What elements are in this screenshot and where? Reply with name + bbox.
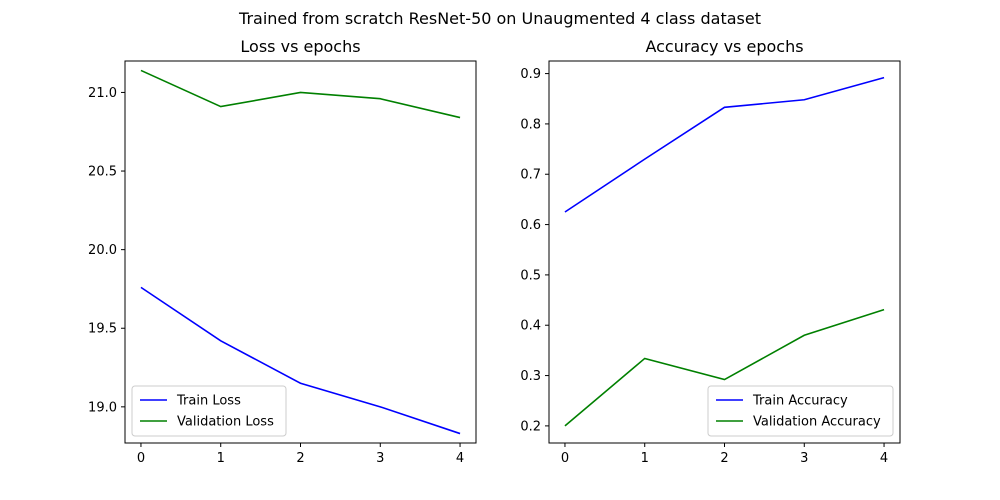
accuracy-y-tick-label: 0.6: [520, 218, 541, 233]
accuracy-x-tick-label: 0: [561, 451, 569, 466]
loss-x-tick-label: 2: [296, 451, 304, 466]
loss-x-tick-label: 0: [137, 451, 145, 466]
accuracy-y-tick-label: 0.7: [520, 168, 541, 183]
loss-legend-box: [131, 385, 287, 437]
loss-x-tick-label: 3: [376, 451, 384, 466]
loss-legend-label: Validation Loss: [177, 415, 274, 430]
accuracy-series-line-1: [564, 76, 885, 213]
accuracy-legend: Train Accuracy Validation Accuracy: [707, 385, 894, 437]
loss-x-tick-label: 4: [456, 451, 464, 466]
loss-y-tick-label: 19.0: [88, 400, 117, 415]
accuracy-x-tick-label: 4: [880, 451, 888, 466]
accuracy-x-tick-label: 2: [720, 451, 728, 466]
accuracy-x-tick-label: 1: [641, 451, 649, 466]
loss-legend: Train Loss Validation Loss: [131, 385, 287, 437]
loss-series-line-2: [140, 69, 461, 119]
loss-chart: Loss vs epochs 0 1 2 3 4 19.0 19.5 20.0 20.5 21.0 T…: [88, 37, 477, 466]
accuracy-y-tick-label: 0.5: [520, 268, 541, 283]
loss-series-line-1: [140, 286, 461, 435]
accuracy-y-tick-label: 0.9: [520, 67, 541, 82]
accuracy-y-tick-label: 0.2: [520, 419, 541, 434]
loss-x-tick-label: 1: [217, 451, 225, 466]
figure-suptitle: Trained from scratch ResNet-50 on Unaugm…: [238, 9, 761, 28]
loss-y-tick-label: 19.5: [88, 322, 117, 337]
accuracy-chart-title: Accuracy vs epochs: [645, 37, 803, 56]
accuracy-series-line-2: [564, 308, 885, 427]
loss-legend-label: Train Loss: [176, 394, 241, 409]
accuracy-legend-box: [707, 385, 894, 437]
loss-chart-title: Loss vs epochs: [240, 37, 360, 56]
accuracy-chart: Accuracy vs epochs 0 1 2 3 4 0.2 0.3 0.4 0.5 0.6 0.…: [520, 37, 901, 466]
accuracy-legend-label: Validation Accuracy: [753, 415, 881, 430]
accuracy-y-tick-label: 0.3: [520, 369, 541, 384]
loss-y-tick-label: 21.0: [88, 86, 117, 101]
accuracy-x-tick-label: 3: [800, 451, 808, 466]
accuracy-y-tick-label: 0.4: [520, 319, 541, 334]
accuracy-y-tick-label: 0.8: [520, 117, 541, 132]
loss-y-tick-label: 20.5: [88, 165, 117, 180]
accuracy-legend-label: Train Accuracy: [752, 394, 848, 409]
loss-y-tick-label: 20.0: [88, 243, 117, 258]
